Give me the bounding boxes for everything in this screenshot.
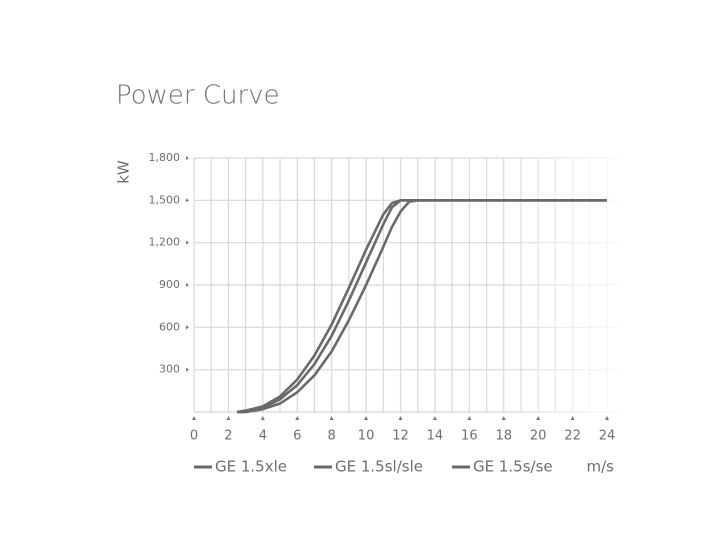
x-tick-label: 12 [392,429,409,444]
y-tick-mark [186,198,189,203]
chart-title: Power Curve [116,81,280,111]
x-tick-mark [605,416,609,420]
y-tick-label: 1,200 [149,236,181,249]
x-tick-label: 14 [427,429,444,444]
y-tick-mark [186,325,189,330]
x-tick-mark [192,416,196,420]
x-tick-label: 10 [358,429,375,444]
x-tick-mark [467,416,472,420]
legend-label: GE 1.5xle [215,458,287,476]
x-tick-label: 2 [224,429,232,444]
series-line [237,199,607,414]
x-tick-label: 6 [293,429,301,444]
x-tick-label: 22 [564,429,581,444]
y-tick-label: 900 [159,278,180,291]
x-tick-mark [501,416,506,420]
series-line [237,199,607,414]
x-tick-label: 24 [599,429,616,444]
x-tick-label: 18 [495,429,512,444]
x-tick-label: 8 [328,429,336,444]
x-tick-mark [329,416,334,420]
x-tick-label: 0 [190,429,198,444]
y-tick-label: 1,500 [149,193,181,206]
x-axis-label: m/s [587,458,615,476]
y-tick-label: 300 [159,363,180,376]
x-tick-mark [432,416,437,420]
y-tick-mark [186,283,189,287]
x-tick-label: 4 [259,429,267,444]
x-tick-label: 20 [530,429,547,444]
x-tick-mark [295,416,300,420]
y-tick-mark [186,240,189,245]
x-tick-mark [570,416,575,420]
y-axis-label: kW [115,160,133,184]
x-tick-label: 16 [461,429,478,444]
y-tick-mark [186,367,189,372]
legend-label: GE 1.5sl/sle [335,458,423,476]
legend-label: GE 1.5s/se [473,458,553,476]
x-tick-mark [398,416,403,420]
fade-overlay [500,150,625,415]
y-tick-mark [186,156,189,160]
x-tick-mark [536,416,541,420]
y-tick-label: 600 [159,320,180,333]
x-tick-mark [260,416,265,420]
x-tick-mark [226,416,231,420]
x-tick-mark [364,416,369,420]
y-tick-label: 1,800 [149,151,181,164]
